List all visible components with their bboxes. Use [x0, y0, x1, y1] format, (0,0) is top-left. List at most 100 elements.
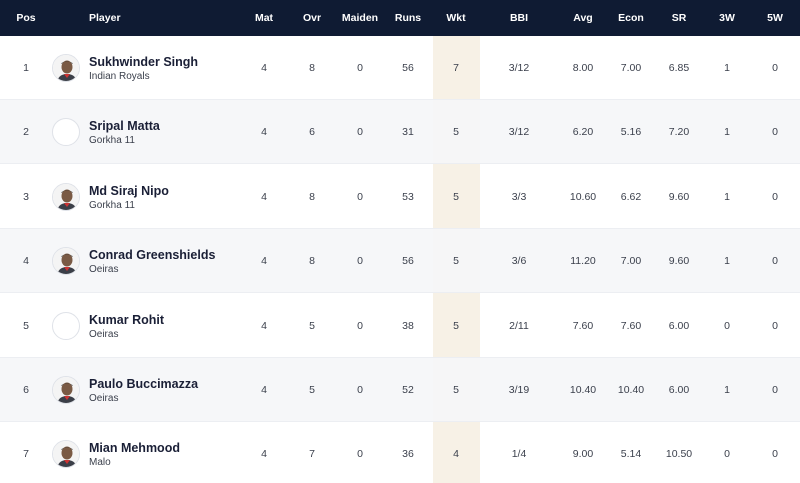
cell-bbi: 3/6 — [511, 255, 527, 268]
header-ovr[interactable]: Ovr — [302, 12, 322, 24]
player-team: Indian Royals — [89, 71, 150, 82]
cell-w5: 0 — [772, 319, 778, 332]
table-row[interactable]: 7 Mian Mehmood Malo 4 7 0 36 4 1/4 9.00 5.14 10.50 0… — [0, 422, 800, 483]
cell-wkt: 5 — [453, 384, 459, 396]
header-bbi[interactable]: BBI — [509, 12, 529, 24]
table-row[interactable]: 5 Kumar Rohit Oeiras 4 5 0 38 5 2/11 7.60 7.60 6.00… — [0, 294, 800, 358]
cell-wkt: 7 — [453, 62, 459, 74]
cell-ovr: 8 — [309, 62, 315, 74]
cell-bbi: 3/19 — [508, 384, 530, 396]
cell-wkt: 5 — [453, 126, 459, 139]
player-avatar[interactable] — [52, 440, 80, 469]
cell-ovr: 8 — [309, 255, 315, 268]
cell-wkt: 5 — [453, 255, 459, 268]
cell-ovr: 7 — [309, 448, 315, 461]
cell-maiden: 0 — [357, 319, 363, 332]
cell-mat: 4 — [261, 62, 267, 74]
cell-w5: 0 — [772, 190, 778, 203]
player-avatar[interactable] — [52, 182, 80, 211]
cell-maiden: 0 — [357, 126, 363, 139]
header-avg[interactable]: Avg — [573, 12, 593, 24]
table-row[interactable]: 3 Md Siraj Nipo Gorkha 11 4 8 0 53 5 3/3 10.60 6.6… — [0, 165, 800, 229]
player-avatar[interactable] — [52, 376, 80, 404]
player-name-link[interactable]: Md Siraj Nipo — [89, 183, 169, 198]
cell-econ: 7.60 — [620, 319, 642, 332]
header-runs[interactable]: Runs — [394, 12, 422, 24]
cell-maiden: 0 — [357, 384, 363, 396]
cell-bbi: 2/11 — [509, 319, 529, 332]
cell-econ: 5.16 — [620, 126, 642, 139]
cell-w3: 0 — [724, 448, 730, 461]
cell-econ: 5.14 — [620, 448, 642, 461]
player-team: Malo — [89, 457, 111, 469]
cell-sr: 6.85 — [668, 62, 690, 74]
cell-w5: 0 — [772, 448, 778, 461]
header-player[interactable]: Player — [89, 12, 121, 24]
row-position: 7 — [23, 448, 29, 461]
cell-ovr: 5 — [309, 384, 315, 396]
cell-mat: 4 — [261, 255, 267, 268]
header-econ[interactable]: Econ — [618, 12, 644, 24]
header-3w[interactable]: 3W — [719, 12, 735, 24]
cell-bbi: 3/12 — [508, 126, 530, 139]
cell-w5: 0 — [772, 384, 778, 396]
player-team: Oeiras — [89, 393, 119, 404]
cell-w3: 1 — [724, 126, 730, 139]
header-mat[interactable]: Mat — [254, 12, 274, 24]
player-name-link[interactable]: Sukhwinder Singh — [89, 55, 199, 69]
header-pos[interactable]: Pos — [16, 12, 36, 24]
cell-w3: 1 — [724, 384, 730, 396]
player-avatar[interactable] — [52, 247, 80, 276]
header-sr[interactable]: SR — [671, 12, 687, 24]
table-row[interactable]: 6 Paulo Buccimazza Oeiras 4 5 0 52 5 3/19 10.40 1 0… — [0, 358, 800, 422]
cell-w3: 1 — [724, 62, 730, 74]
cell-runs: 56 — [402, 255, 414, 268]
table-row[interactable]: 1 Sukhwinder Singh Indian Royals 4 8 0 56 7 3/12… — [0, 36, 800, 100]
cell-w5: 0 — [772, 126, 778, 139]
player-name-link[interactable]: Mian Mehmood — [89, 441, 180, 456]
cell-runs: 38 — [402, 319, 414, 332]
cell-avg: 7.60 — [572, 319, 594, 332]
table-row[interactable]: 4 Conrad Greenshields Oeiras 4 8 0 56 5 3/6 11.20… — [0, 229, 800, 294]
player-name-link[interactable]: Conrad Greenshields — [89, 248, 216, 263]
player-team: Oeiras — [89, 264, 119, 276]
header-5w[interactable]: 5W — [767, 12, 783, 24]
cell-ovr: 6 — [309, 126, 315, 139]
row-position: 4 — [23, 255, 29, 268]
cell-mat: 4 — [261, 384, 267, 396]
row-position: 1 — [23, 62, 29, 74]
cell-avg: 8.00 — [572, 62, 594, 74]
cell-sr: 6.00 — [668, 319, 690, 332]
blank-avatar-icon[interactable] — [52, 311, 80, 340]
player-name-link[interactable]: Kumar Rohit — [89, 312, 164, 327]
cell-ovr: 8 — [309, 190, 315, 203]
cell-sr: 9.60 — [668, 190, 690, 203]
player-team: Oeiras — [89, 328, 119, 340]
cell-econ: 10.40 — [617, 384, 645, 396]
cell-runs: 52 — [402, 384, 414, 396]
cell-w5: 0 — [772, 62, 778, 74]
cell-bbi: 1/4 — [511, 448, 527, 461]
blank-avatar-icon[interactable] — [52, 118, 80, 147]
cell-w3: 0 — [724, 319, 730, 332]
cell-mat: 4 — [261, 126, 267, 139]
cell-runs: 56 — [402, 62, 414, 74]
cell-wkt: 5 — [453, 319, 459, 332]
header-maiden[interactable]: Maiden — [341, 12, 379, 24]
player-team: Gorkha 11 — [89, 199, 135, 211]
player-name-link[interactable]: Paulo Buccimazza — [89, 377, 199, 391]
player-avatar[interactable] — [52, 54, 80, 82]
cell-econ: 7.00 — [620, 255, 642, 268]
cell-sr: 7.20 — [668, 126, 690, 139]
cell-mat: 4 — [261, 448, 267, 461]
cell-maiden: 0 — [357, 255, 363, 268]
cell-avg: 9.00 — [572, 448, 594, 461]
cell-mat: 4 — [261, 190, 267, 203]
cell-runs: 53 — [402, 190, 414, 203]
player-name-link[interactable]: Sripal Matta — [89, 119, 160, 134]
cell-econ: 7.00 — [620, 62, 642, 74]
player-team: Gorkha 11 — [89, 135, 135, 147]
row-position: 6 — [23, 384, 29, 396]
table-row[interactable]: 2 Sripal Matta Gorkha 11 4 6 0 31 5 3/12 6.20 5.16… — [0, 100, 800, 165]
header-wkt[interactable]: Wkt — [446, 12, 466, 24]
